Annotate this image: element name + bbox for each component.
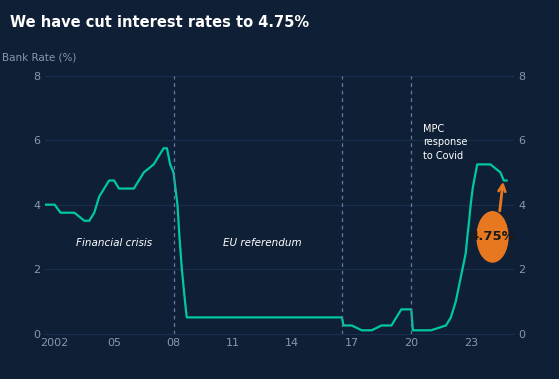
Text: MPC
response
to Covid: MPC response to Covid [423, 124, 467, 161]
Text: Bank Rate (%): Bank Rate (%) [2, 53, 77, 63]
Text: 4.75%: 4.75% [470, 230, 515, 243]
Text: Financial crisis: Financial crisis [76, 238, 152, 248]
Text: We have cut interest rates to 4.75%: We have cut interest rates to 4.75% [10, 15, 309, 30]
Text: EU referendum: EU referendum [224, 238, 302, 248]
Circle shape [477, 212, 508, 262]
